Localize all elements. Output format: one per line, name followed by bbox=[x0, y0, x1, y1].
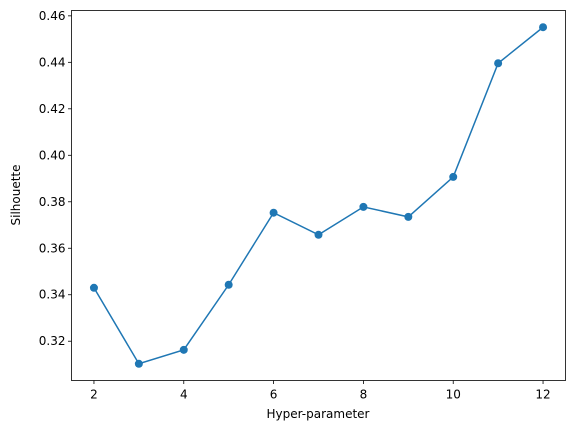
y-tick-label: 0.34 bbox=[39, 288, 66, 302]
x-tick-label: 10 bbox=[446, 388, 461, 402]
data-point bbox=[224, 280, 233, 289]
data-line bbox=[93, 26, 544, 365]
data-point bbox=[494, 59, 503, 68]
x-tick-label: 8 bbox=[360, 388, 368, 402]
y-tick-label: 0.46 bbox=[39, 9, 66, 23]
axes-frame bbox=[71, 10, 566, 381]
data-point bbox=[89, 283, 98, 292]
y-axis-label: Silhouette bbox=[9, 164, 23, 225]
data-point bbox=[359, 202, 368, 211]
x-tick-label: 2 bbox=[90, 388, 98, 402]
y-tick-label: 0.36 bbox=[39, 241, 66, 255]
x-axis-label: Hyper-parameter bbox=[267, 407, 370, 421]
x-tick-label: 12 bbox=[535, 388, 550, 402]
data-point bbox=[134, 359, 143, 368]
y-tick-label: 0.42 bbox=[39, 102, 66, 116]
data-point bbox=[269, 208, 278, 217]
data-point bbox=[404, 212, 413, 221]
y-tick-label: 0.40 bbox=[39, 148, 66, 162]
y-tick-label: 0.32 bbox=[39, 334, 66, 348]
data-point bbox=[179, 345, 188, 354]
data-point bbox=[539, 23, 548, 32]
x-tick-label: 4 bbox=[180, 388, 188, 402]
data-point bbox=[449, 172, 458, 181]
x-tick-label: 6 bbox=[270, 388, 278, 402]
y-tick-label: 0.44 bbox=[39, 55, 66, 69]
y-tick-label: 0.38 bbox=[39, 195, 66, 209]
data-point bbox=[314, 230, 323, 239]
